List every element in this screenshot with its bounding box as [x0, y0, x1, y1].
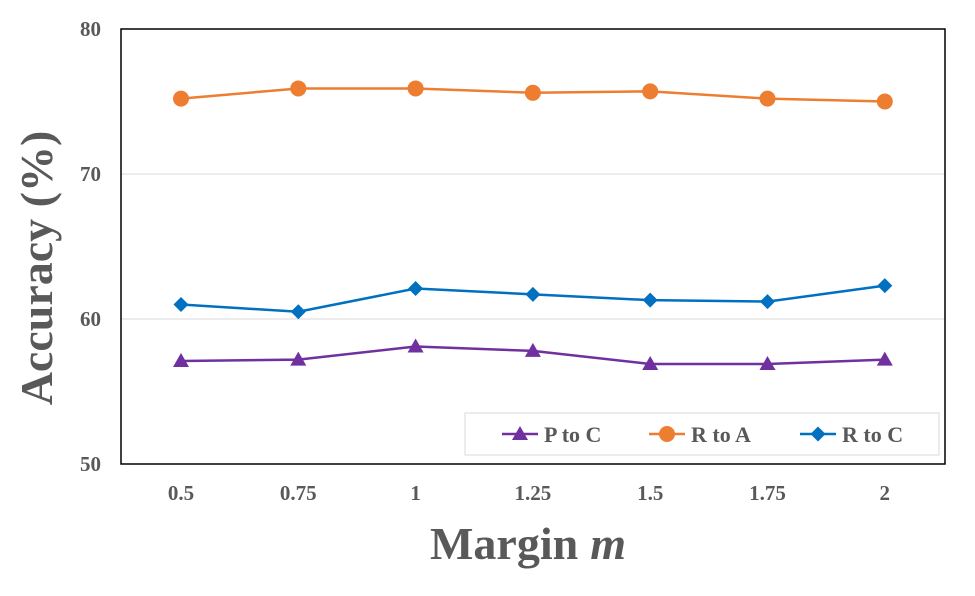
series-r-to-a — [173, 80, 893, 110]
series-p-to-c — [173, 338, 893, 370]
legend-marker — [659, 426, 675, 442]
legend: P to C R to A R to C — [464, 412, 940, 456]
data-point — [173, 297, 189, 312]
y-axis-label: Accuracy (%) — [11, 131, 62, 406]
legend-label: R to C — [842, 422, 903, 447]
data-point — [760, 294, 775, 310]
data-point — [290, 351, 307, 366]
x-axis-label-main: Margin — [430, 518, 578, 569]
y-tick-label: 80 — [80, 17, 101, 41]
legend-marker — [810, 426, 826, 442]
data-point — [642, 83, 659, 100]
x-axis-ticks: 0.5 0.75 1 1.25 1.5 1.75 2 — [168, 481, 890, 505]
data-point — [525, 286, 541, 302]
data-point — [407, 338, 424, 353]
data-point — [173, 90, 189, 107]
plot-frame — [120, 28, 946, 465]
x-axis-label-variable: m — [590, 518, 626, 569]
legend-item: R to C — [800, 422, 903, 447]
data-point — [524, 84, 541, 101]
data-point — [173, 353, 189, 368]
x-tick-label: 1.75 — [749, 481, 786, 505]
y-axis-ticks: 50 60 70 80 — [80, 17, 101, 476]
data-point — [759, 355, 776, 370]
legend-box — [464, 412, 940, 456]
legend-item: P to C — [502, 422, 601, 447]
data-point — [877, 278, 893, 294]
y-tick-label: 50 — [80, 452, 101, 476]
x-tick-label: 1.25 — [515, 481, 552, 505]
grid-lines — [121, 173, 945, 320]
data-point — [290, 80, 307, 97]
data-point — [642, 292, 658, 308]
y-tick-label: 60 — [80, 307, 101, 331]
data-point — [876, 93, 893, 110]
x-tick-label: 2 — [880, 481, 891, 505]
x-tick-label: 0.5 — [168, 481, 194, 505]
data-point — [408, 281, 424, 297]
data-point — [290, 304, 306, 320]
x-axis-label: Margin m — [430, 518, 626, 569]
data-point — [407, 80, 424, 97]
series-r-to-c — [173, 278, 893, 320]
data-point — [876, 351, 893, 366]
y-tick-label: 70 — [80, 162, 101, 186]
x-tick-label: 1.5 — [637, 481, 663, 505]
legend-label: P to C — [544, 422, 601, 447]
data-point — [642, 355, 659, 370]
legend-marker — [512, 426, 528, 440]
x-tick-label: 0.75 — [280, 481, 317, 505]
legend-item: R to A — [649, 422, 751, 447]
data-point — [524, 342, 541, 357]
legend-label: R to A — [691, 422, 751, 447]
series-layer — [173, 80, 893, 370]
data-point — [759, 90, 776, 107]
x-tick-label: 1 — [410, 481, 421, 505]
